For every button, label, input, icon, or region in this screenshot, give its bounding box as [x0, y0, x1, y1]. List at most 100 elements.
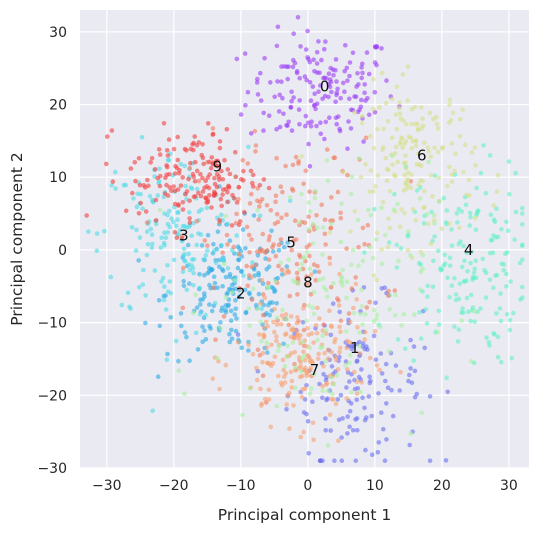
data-point — [165, 212, 170, 218]
data-point — [182, 258, 188, 264]
data-point — [318, 131, 324, 137]
data-point — [249, 297, 255, 302]
data-point — [344, 279, 350, 284]
data-point — [392, 191, 397, 197]
data-point — [258, 301, 263, 306]
data-point — [382, 232, 388, 238]
data-point — [297, 98, 303, 103]
data-point — [375, 450, 381, 455]
data-point — [409, 380, 415, 386]
data-point — [288, 369, 294, 375]
data-point — [344, 338, 350, 344]
data-point — [320, 276, 326, 281]
data-point — [321, 322, 326, 327]
data-point — [359, 65, 364, 70]
data-point — [223, 362, 229, 368]
data-point — [189, 257, 195, 262]
data-point — [251, 213, 257, 218]
data-point — [182, 251, 187, 257]
data-point — [177, 168, 182, 173]
data-point — [430, 194, 435, 199]
data-point — [213, 260, 219, 266]
data-point — [294, 320, 300, 326]
data-point — [233, 174, 238, 180]
data-point — [210, 285, 216, 291]
data-point — [144, 252, 150, 258]
data-point — [443, 458, 449, 463]
data-point — [435, 329, 440, 335]
data-point — [342, 89, 347, 94]
data-point — [202, 291, 207, 296]
data-point — [277, 92, 283, 98]
data-point — [302, 254, 307, 260]
data-point — [362, 250, 367, 255]
data-point — [306, 354, 311, 359]
data-point — [152, 268, 158, 273]
data-point — [219, 203, 224, 209]
data-point — [189, 263, 194, 268]
data-point — [324, 287, 329, 293]
data-point — [455, 339, 461, 344]
data-point — [408, 253, 413, 258]
data-point — [278, 237, 284, 242]
data-point — [307, 189, 312, 194]
data-point — [292, 218, 298, 223]
data-point — [204, 205, 210, 211]
data-point — [194, 219, 200, 224]
data-point — [481, 143, 486, 148]
data-point — [306, 141, 311, 147]
data-point — [321, 364, 326, 369]
data-point — [280, 95, 285, 101]
data-point — [172, 188, 178, 194]
data-point — [273, 193, 279, 199]
data-point — [399, 323, 404, 328]
data-point — [456, 206, 462, 212]
data-point — [288, 104, 294, 110]
data-point — [196, 190, 201, 196]
data-point — [320, 225, 326, 230]
data-point — [452, 168, 457, 174]
data-point — [152, 167, 158, 172]
data-point — [293, 385, 298, 391]
data-point — [166, 137, 172, 142]
data-point — [419, 410, 425, 416]
data-point — [359, 287, 364, 293]
data-point — [165, 193, 171, 198]
data-point — [338, 210, 343, 216]
data-point — [503, 251, 508, 257]
data-point — [463, 142, 468, 148]
data-point — [225, 266, 231, 271]
data-point — [266, 185, 272, 191]
data-point — [362, 405, 367, 411]
data-point — [297, 220, 302, 225]
data-point — [425, 283, 431, 289]
data-point — [422, 205, 427, 210]
data-point — [293, 279, 299, 285]
data-point — [210, 131, 216, 137]
data-point — [401, 161, 407, 166]
data-point — [256, 270, 261, 276]
data-point — [337, 354, 342, 360]
data-point — [429, 209, 434, 215]
data-point — [337, 345, 343, 351]
data-point — [274, 322, 280, 327]
data-point — [240, 412, 245, 418]
data-point — [233, 150, 238, 155]
data-point — [110, 179, 116, 184]
data-point — [337, 126, 342, 132]
data-point — [245, 89, 251, 95]
data-point — [371, 77, 376, 82]
data-point — [351, 305, 356, 311]
data-point — [338, 215, 344, 221]
data-point — [200, 324, 205, 329]
data-point — [289, 378, 295, 384]
data-point — [425, 221, 431, 227]
data-point — [401, 118, 406, 124]
data-point — [304, 250, 310, 255]
data-point — [162, 243, 167, 248]
data-point — [187, 210, 192, 215]
data-point — [321, 372, 326, 377]
data-point — [270, 300, 275, 305]
data-point — [187, 216, 192, 221]
data-point — [316, 89, 321, 94]
